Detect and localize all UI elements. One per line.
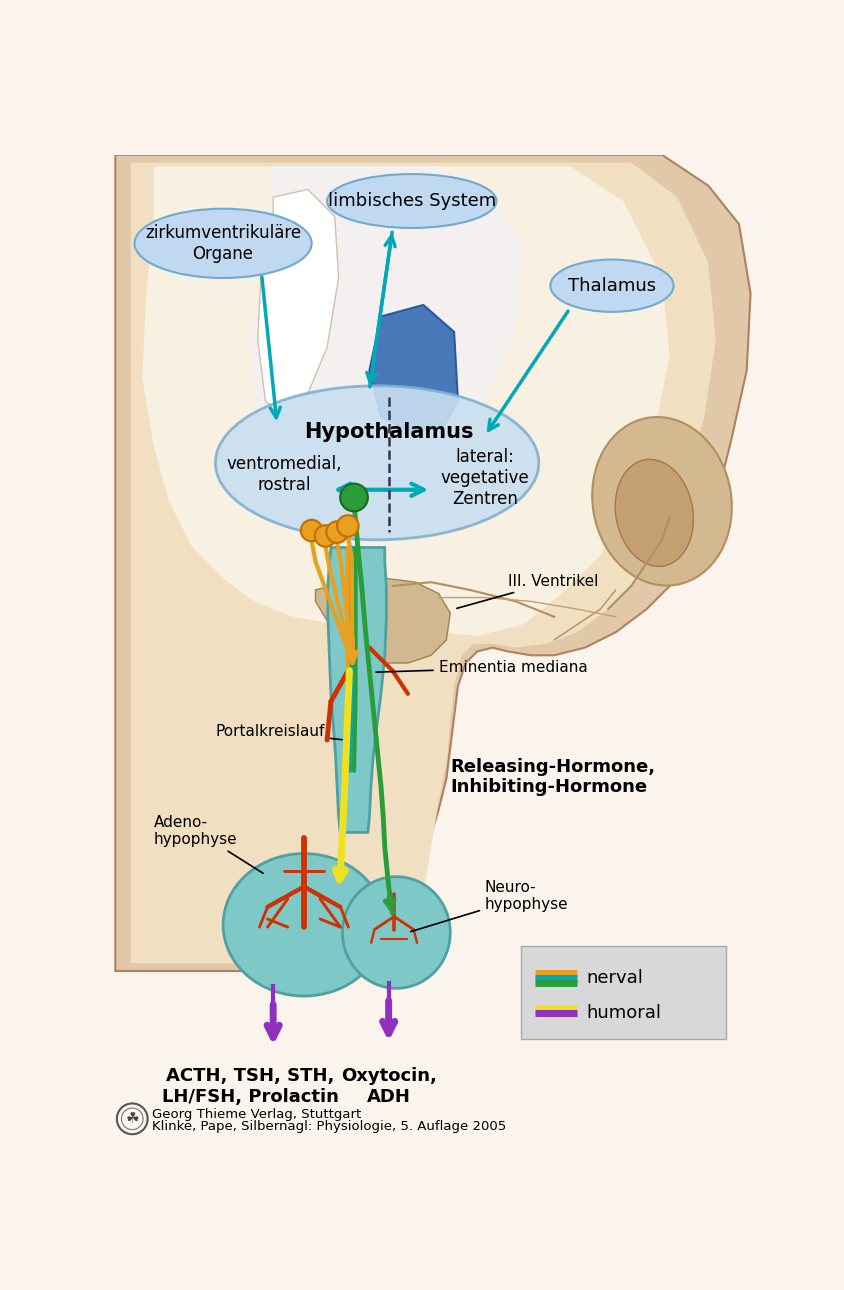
Text: Georg Thieme Verlag, Stuttgart: Georg Thieme Verlag, Stuttgart	[152, 1108, 361, 1121]
Text: Eminentia mediana: Eminentia mediana	[376, 660, 587, 675]
Circle shape	[340, 484, 368, 511]
Circle shape	[327, 521, 348, 543]
Polygon shape	[116, 155, 750, 971]
Text: ventromedial,
rostral: ventromedial, rostral	[227, 455, 343, 494]
Polygon shape	[316, 578, 450, 663]
Ellipse shape	[215, 386, 538, 539]
Circle shape	[315, 525, 336, 547]
Text: zirkumventrikuläre
Organe: zirkumventrikuläre Organe	[145, 224, 301, 263]
Text: ☘: ☘	[126, 1112, 139, 1126]
Circle shape	[337, 515, 359, 537]
Ellipse shape	[550, 259, 674, 312]
Text: lateral:
vegetative
Zentren: lateral: vegetative Zentren	[441, 449, 529, 508]
Circle shape	[300, 520, 322, 542]
Text: limbisches System: limbisches System	[327, 192, 496, 210]
Ellipse shape	[343, 877, 450, 988]
Text: Thalamus: Thalamus	[568, 276, 656, 294]
Ellipse shape	[615, 459, 694, 566]
FancyBboxPatch shape	[521, 946, 726, 1038]
Text: Adeno-
hypophyse: Adeno- hypophyse	[154, 814, 263, 873]
Polygon shape	[257, 190, 338, 417]
Polygon shape	[370, 304, 458, 431]
Text: humoral: humoral	[587, 1004, 662, 1022]
Text: Releasing-Hormone,
Inhibiting-Hormone: Releasing-Hormone, Inhibiting-Hormone	[450, 757, 656, 796]
Text: Neuro-
hypophyse: Neuro- hypophyse	[410, 880, 569, 931]
Ellipse shape	[223, 854, 385, 996]
Text: Portalkreislauf: Portalkreislauf	[215, 724, 342, 739]
Polygon shape	[131, 163, 716, 964]
Ellipse shape	[134, 209, 311, 279]
Polygon shape	[143, 166, 669, 636]
Ellipse shape	[592, 417, 732, 586]
Text: Hypothalamus: Hypothalamus	[304, 422, 473, 442]
Text: III. Ventrikel: III. Ventrikel	[457, 574, 598, 609]
Text: Oxytocin,
ADH: Oxytocin, ADH	[341, 1067, 436, 1106]
Ellipse shape	[327, 174, 496, 228]
Text: nerval: nerval	[587, 969, 643, 987]
Text: ACTH, TSH, STH,
LH/FSH, Prolactin: ACTH, TSH, STH, LH/FSH, Prolactin	[161, 1067, 338, 1106]
Polygon shape	[250, 166, 523, 502]
Text: Klinke, Pape, Silbernagl: Physiologie, 5. Auflage 2005: Klinke, Pape, Silbernagl: Physiologie, 5…	[152, 1120, 506, 1133]
Polygon shape	[327, 547, 387, 832]
